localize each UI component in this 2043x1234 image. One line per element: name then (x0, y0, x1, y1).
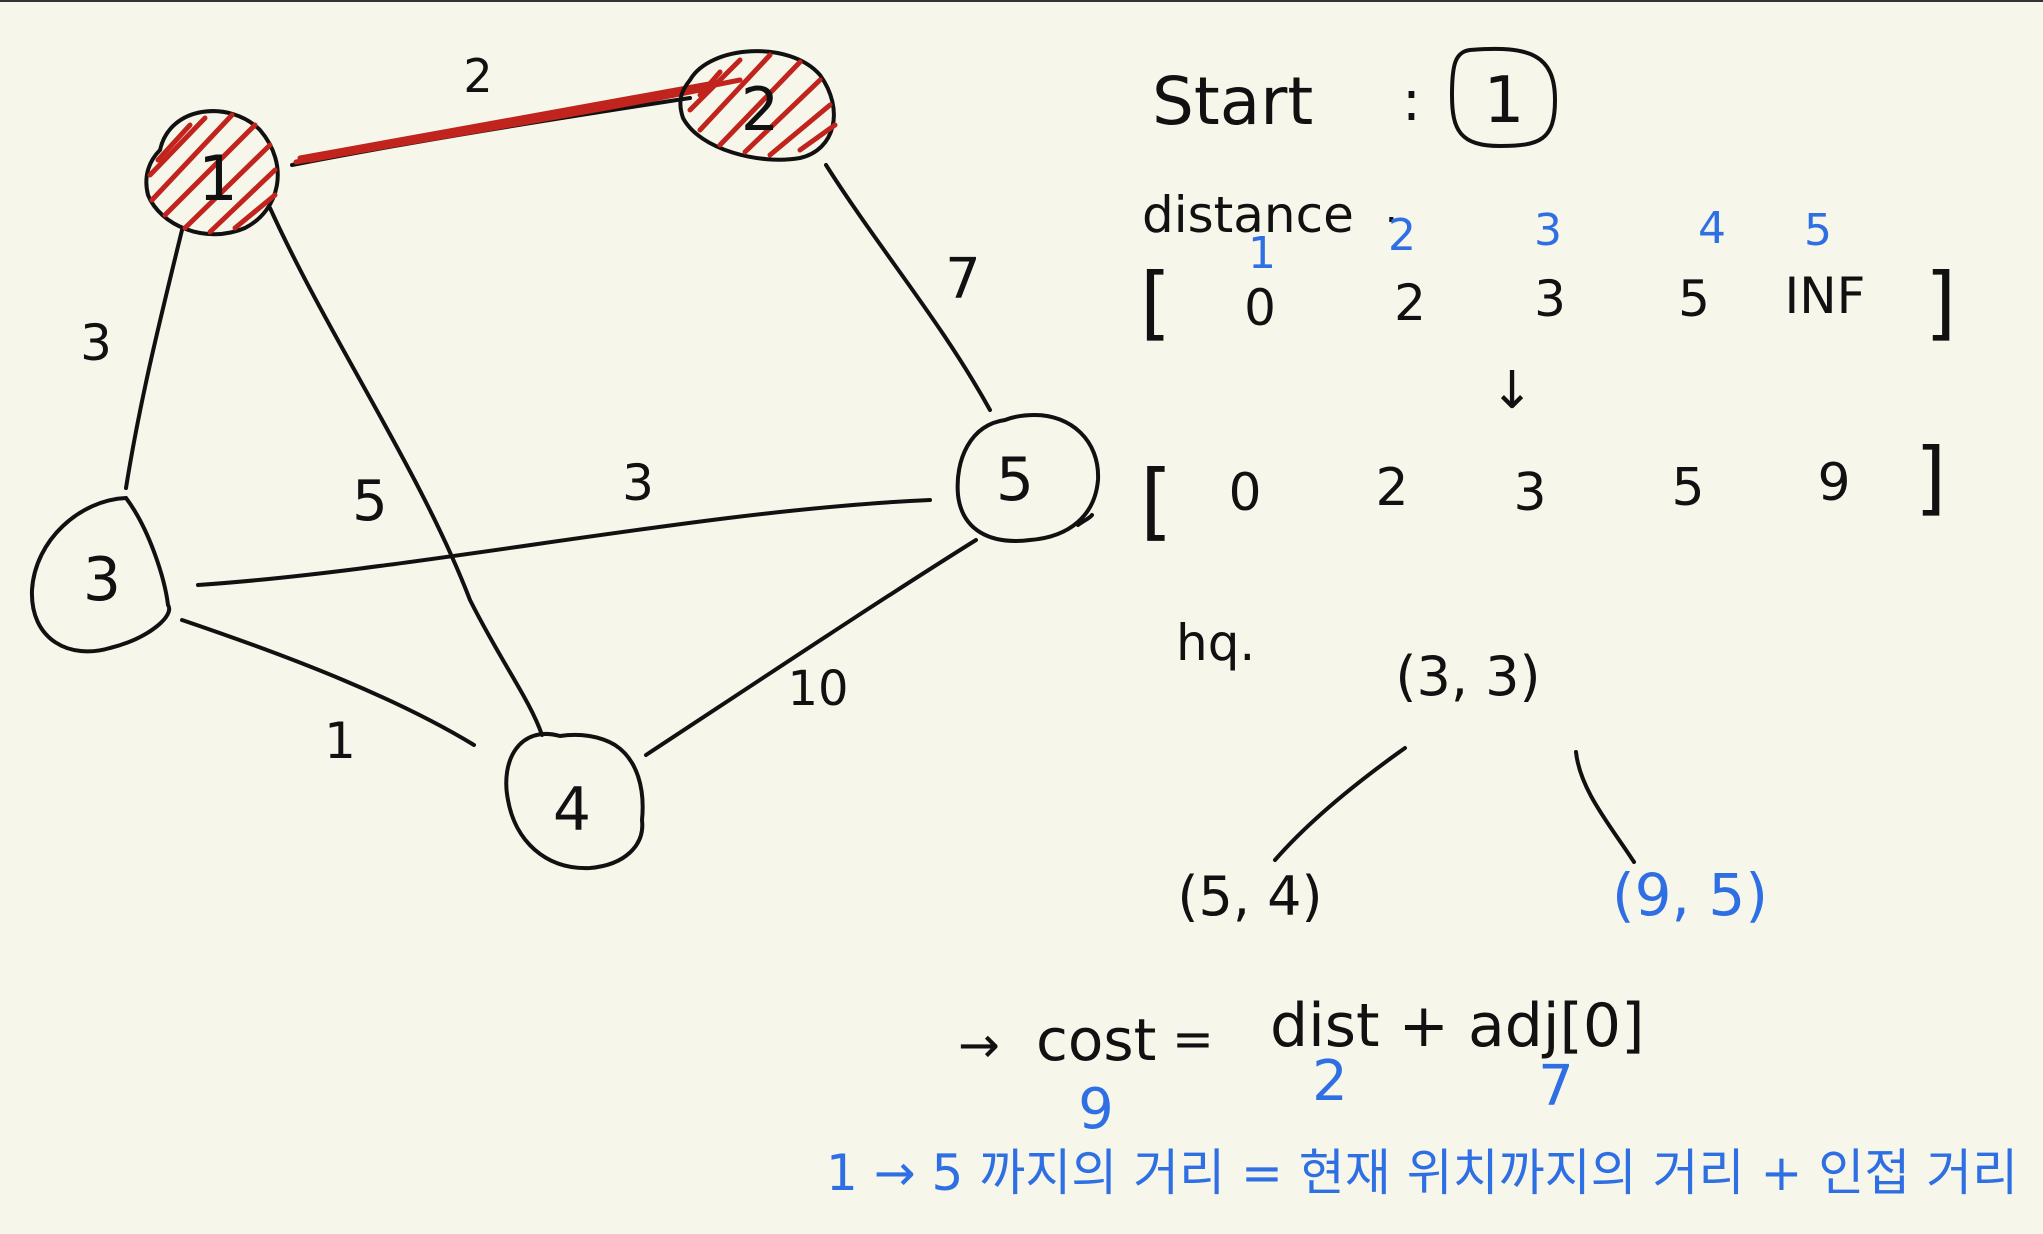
distance-before-value: INF (1785, 267, 1866, 325)
distance-after-value: 9 (1817, 453, 1850, 513)
node-3: 3 (29, 496, 172, 654)
edge-2-5 (824, 163, 992, 412)
formula-value: 2 (1312, 1049, 1348, 1114)
distance-before-value: 2 (1394, 274, 1426, 332)
weight-3-4: 1 (324, 712, 356, 770)
node-2-label: 2 (741, 75, 779, 145)
distance-punct: . (1385, 186, 1398, 232)
distance-indices: 1 2 3 4 5 (1248, 203, 1832, 279)
heap-left: (5, 4) (1177, 865, 1322, 928)
node-5: 5 (955, 413, 1101, 543)
distance-after-open: [ (1140, 452, 1173, 550)
distance-after: 0 2 3 5 9 (1228, 453, 1850, 523)
edge-1-2-highlight (293, 77, 743, 165)
start-colon: : (1402, 69, 1421, 134)
edge-weights: 2 3 5 7 3 1 10 (80, 49, 981, 770)
formula-note: 1 → 5 까지의 거리 = 현재 위치까지의 거리 + 인접 거리 (826, 1144, 2018, 1202)
distance-before-value: 5 (1678, 270, 1710, 328)
distance-before-value: 3 (1534, 270, 1566, 328)
edge-3-4 (180, 618, 476, 747)
weight-1-4: 5 (352, 469, 388, 534)
heap-section: hq. (3, 3) (5, 4) (9, 5) (1176, 614, 1768, 929)
distance-before-value: 0 (1244, 279, 1276, 337)
graph-edges (124, 96, 992, 757)
distance-before: 0 2 3 5 INF (1244, 267, 1865, 337)
weight-1-2: 2 (463, 49, 492, 103)
node-4-label: 4 (553, 775, 591, 845)
weight-4-5: 10 (787, 661, 848, 717)
edge-1-2 (290, 96, 692, 167)
distance-label: distance (1142, 186, 1354, 244)
distance-index: 3 (1534, 205, 1562, 256)
node-4: 4 (504, 732, 645, 871)
formula-values: 9 2 7 (1078, 1049, 1574, 1142)
distance-index: 1 (1248, 228, 1276, 279)
formula-eq: = (1172, 1010, 1214, 1068)
node-1-label: 1 (198, 142, 237, 215)
distance-index: 5 (1804, 205, 1832, 256)
distance-arrow: ↓ (1490, 361, 1534, 421)
distance-after-value: 0 (1228, 463, 1261, 523)
start-node-circle (1450, 46, 1557, 148)
formula-rhs: dist + adj[0] (1270, 991, 1644, 1061)
top-border (0, 0, 2043, 2)
distance-section: distance . 1 2 3 4 5 [ 0 2 3 5 INF ] ↓ [… (1140, 186, 1956, 550)
node-3-label: 3 (83, 545, 121, 615)
distance-after-value: 2 (1375, 458, 1408, 518)
distance-before-close: ] (1925, 256, 1956, 349)
weight-2-5: 7 (945, 247, 981, 312)
heap-edge-left (1273, 746, 1407, 862)
edge-1-3 (124, 228, 184, 490)
start-node-label: 1 (1484, 64, 1525, 138)
heap-label: hq. (1176, 614, 1255, 672)
node-5-label: 5 (996, 445, 1034, 515)
node-2: 2 (678, 49, 838, 162)
weight-1-3: 3 (80, 314, 112, 372)
weight-3-5: 3 (622, 454, 654, 512)
formula-value: 9 (1078, 1077, 1114, 1142)
formula-value: 7 (1538, 1054, 1574, 1119)
distance-after-value: 5 (1671, 458, 1704, 518)
formula-section: → cost = dist + adj[0] 9 2 7 1 → 5 까지의 거… (826, 991, 2018, 1202)
heap-edge-right (1574, 750, 1636, 864)
distance-index: 2 (1388, 210, 1416, 261)
start-section: Start : 1 (1152, 46, 1557, 148)
distance-before-open: [ (1140, 256, 1171, 349)
formula-lhs: cost (1036, 1006, 1156, 1074)
heap-right: (9, 5) (1612, 861, 1768, 929)
distance-after-value: 3 (1513, 463, 1546, 523)
node-1: 1 (144, 109, 280, 237)
start-label: Start (1152, 63, 1313, 140)
heap-root: (3, 3) (1395, 645, 1540, 708)
edge-1-4 (268, 206, 544, 737)
distance-index: 4 (1698, 203, 1726, 254)
formula-arrow: → (958, 1016, 1000, 1074)
distance-after-close: ] (1915, 431, 1946, 524)
edge-3-5 (196, 498, 932, 587)
edge-4-5 (644, 538, 978, 757)
